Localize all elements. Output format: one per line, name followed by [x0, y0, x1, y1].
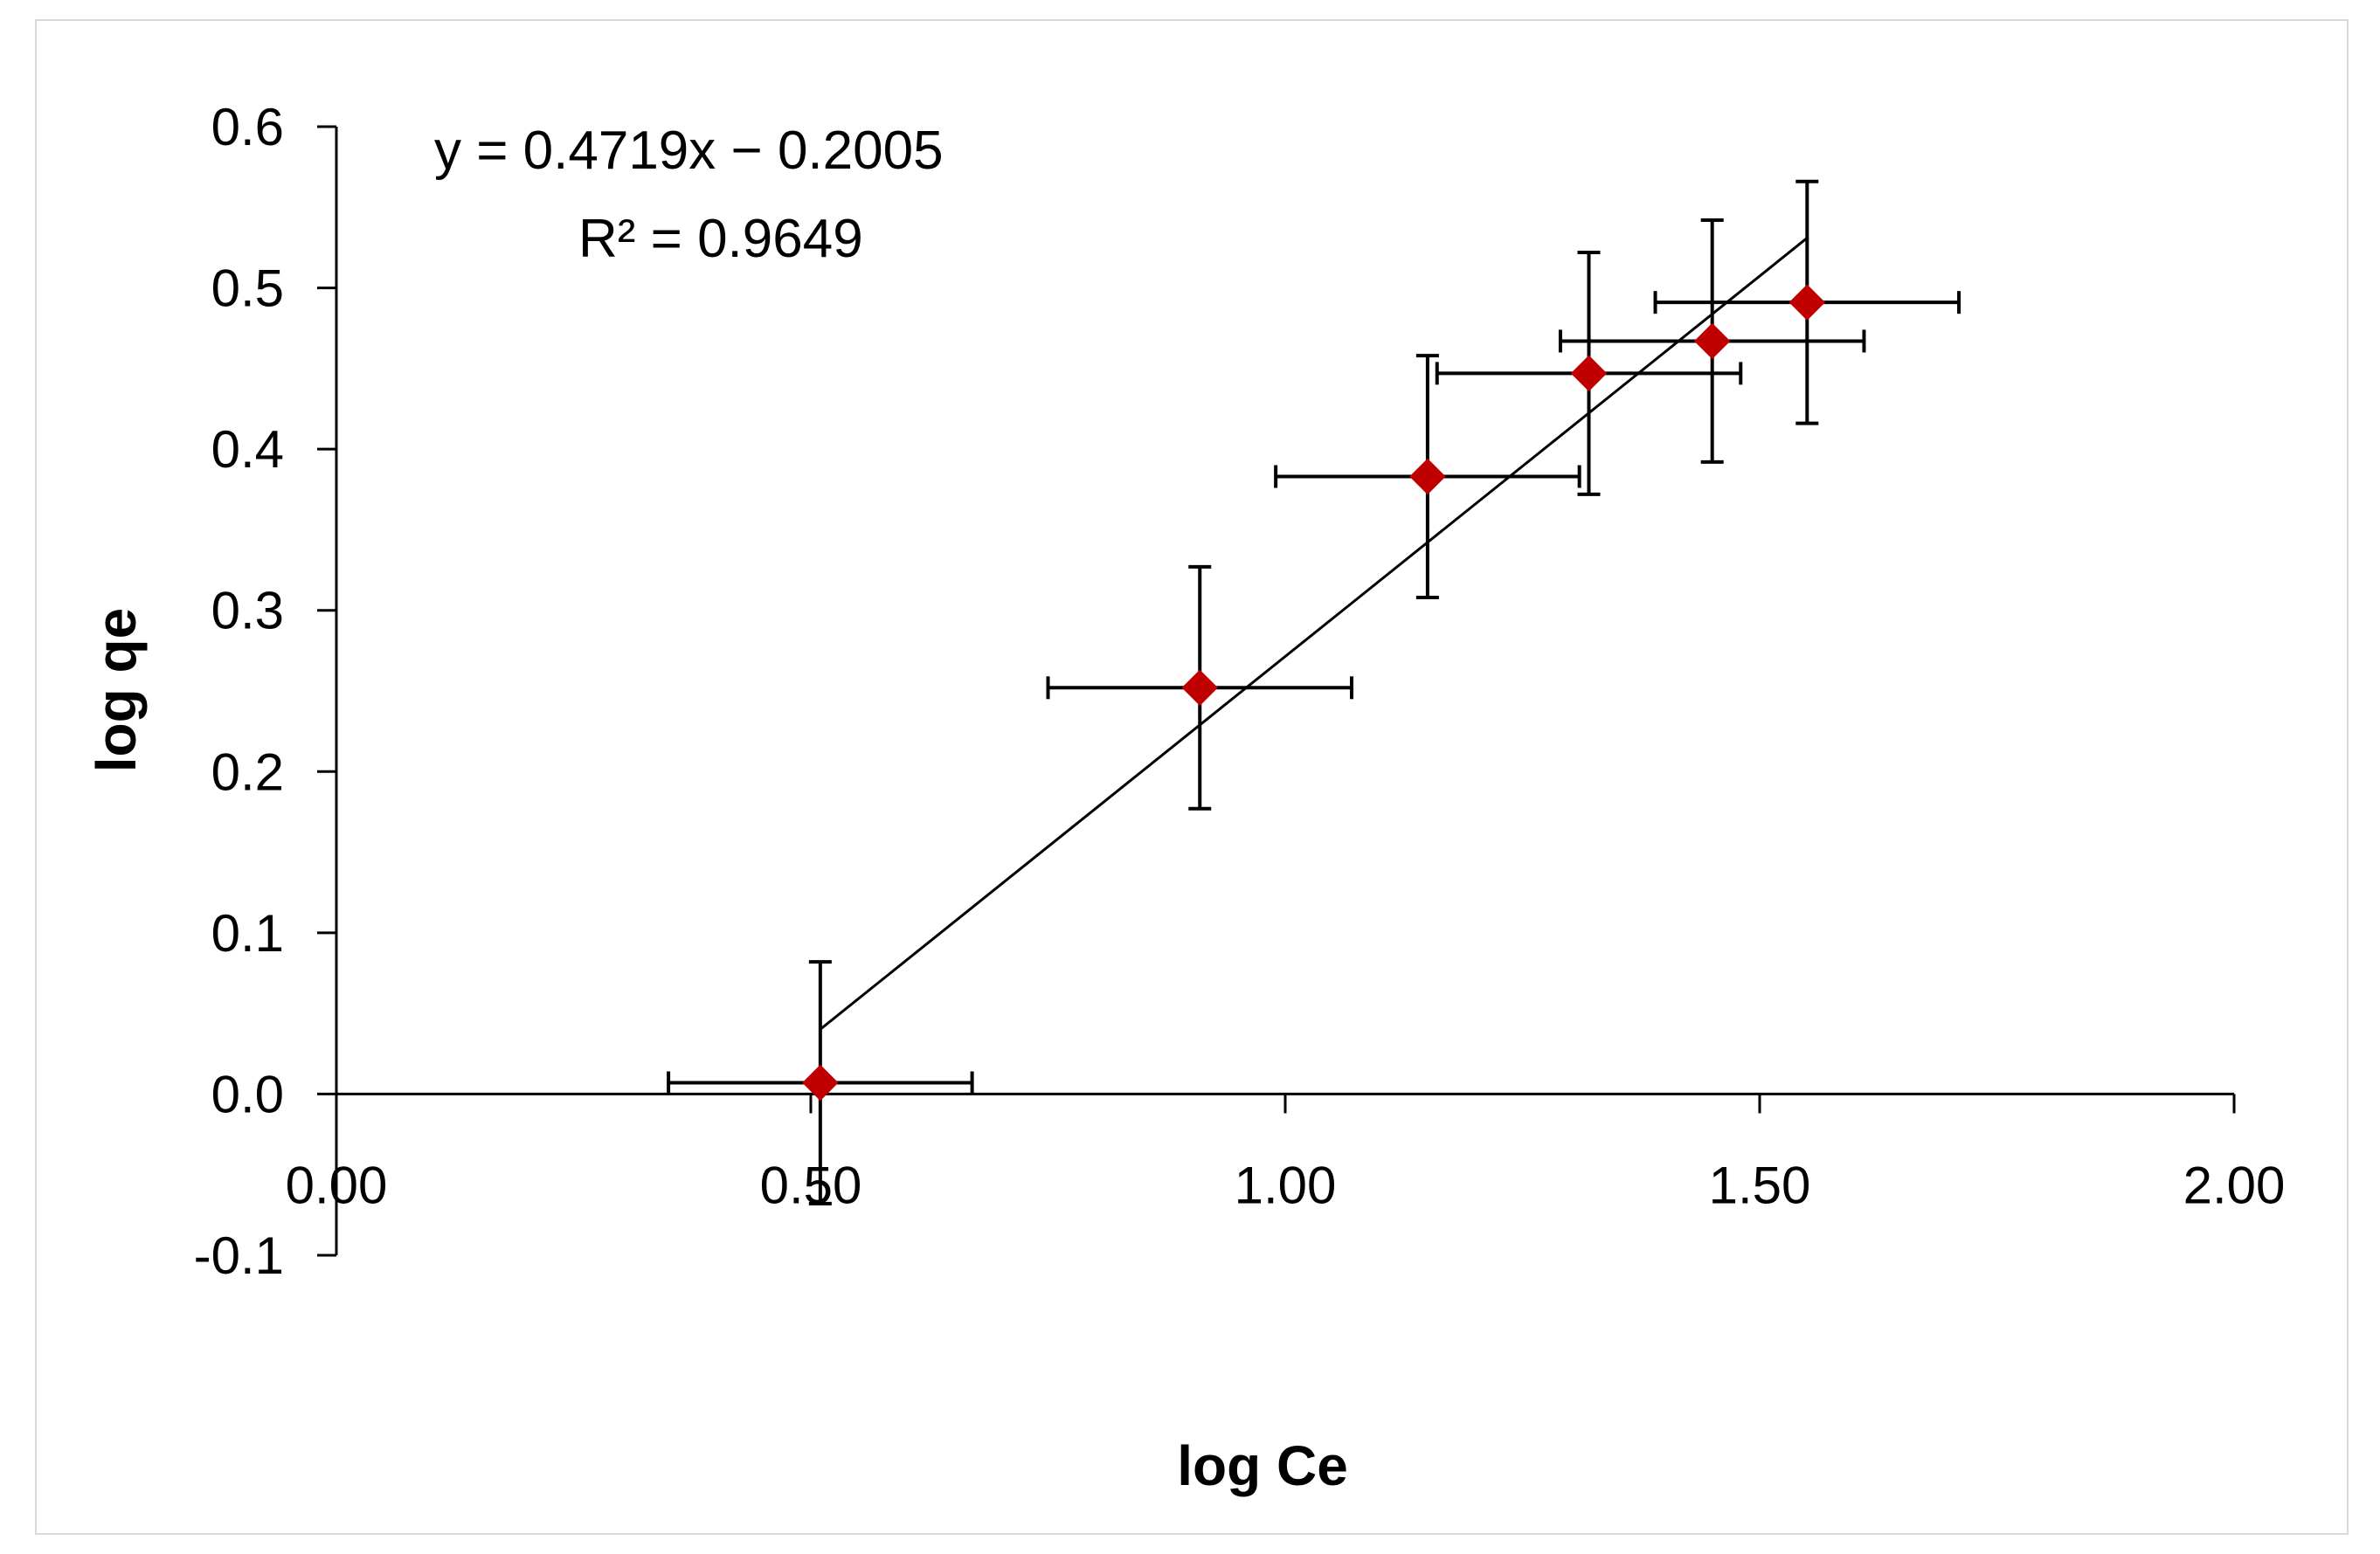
- x-tick-label: 0.50: [760, 1156, 862, 1214]
- error-bars: [667, 179, 1961, 1205]
- y-tick-label: 0.6: [211, 98, 284, 156]
- x-axis-title: log Ce: [1177, 1434, 1348, 1497]
- y-tick-label: 0.1: [211, 904, 284, 963]
- axes: [317, 125, 2236, 1257]
- x-tick-label: 0.00: [286, 1156, 388, 1214]
- trendline-equation: y = 0.4719x − 0.2005: [434, 121, 944, 181]
- r-squared-label: R² = 0.9649: [578, 209, 863, 269]
- y-tick-label: 0.4: [211, 420, 284, 479]
- y-tick-label: 0.3: [211, 582, 284, 640]
- x-tick-label: 1.00: [1235, 1156, 1337, 1214]
- data-point: [802, 1064, 839, 1102]
- tick-labels: 0.6 0.5 0.4 0.3 0.2 0.1 0.0 -0.10.00 0.50 1.00 1.5…: [194, 98, 2286, 1285]
- data-point: [1570, 355, 1608, 392]
- x-tick-label: 2.00: [2183, 1156, 2286, 1214]
- data-point: [1693, 322, 1731, 360]
- y-tick-label: 0.0: [211, 1065, 284, 1123]
- y-tick-label: -0.1: [194, 1226, 284, 1285]
- data-points: [802, 284, 1826, 1102]
- trendline: [819, 237, 1809, 1031]
- data-point: [1409, 458, 1446, 495]
- y-tick-label: 0.5: [211, 259, 284, 318]
- chart-frame: [35, 19, 2349, 1535]
- trendline-group: [819, 237, 1809, 1031]
- y-tick-label: 0.2: [211, 742, 284, 801]
- x-tick-label: 1.50: [1709, 1156, 1811, 1214]
- y-axis-title: log qe: [85, 608, 148, 772]
- data-point: [1181, 669, 1218, 707]
- data-point: [1788, 284, 1826, 321]
